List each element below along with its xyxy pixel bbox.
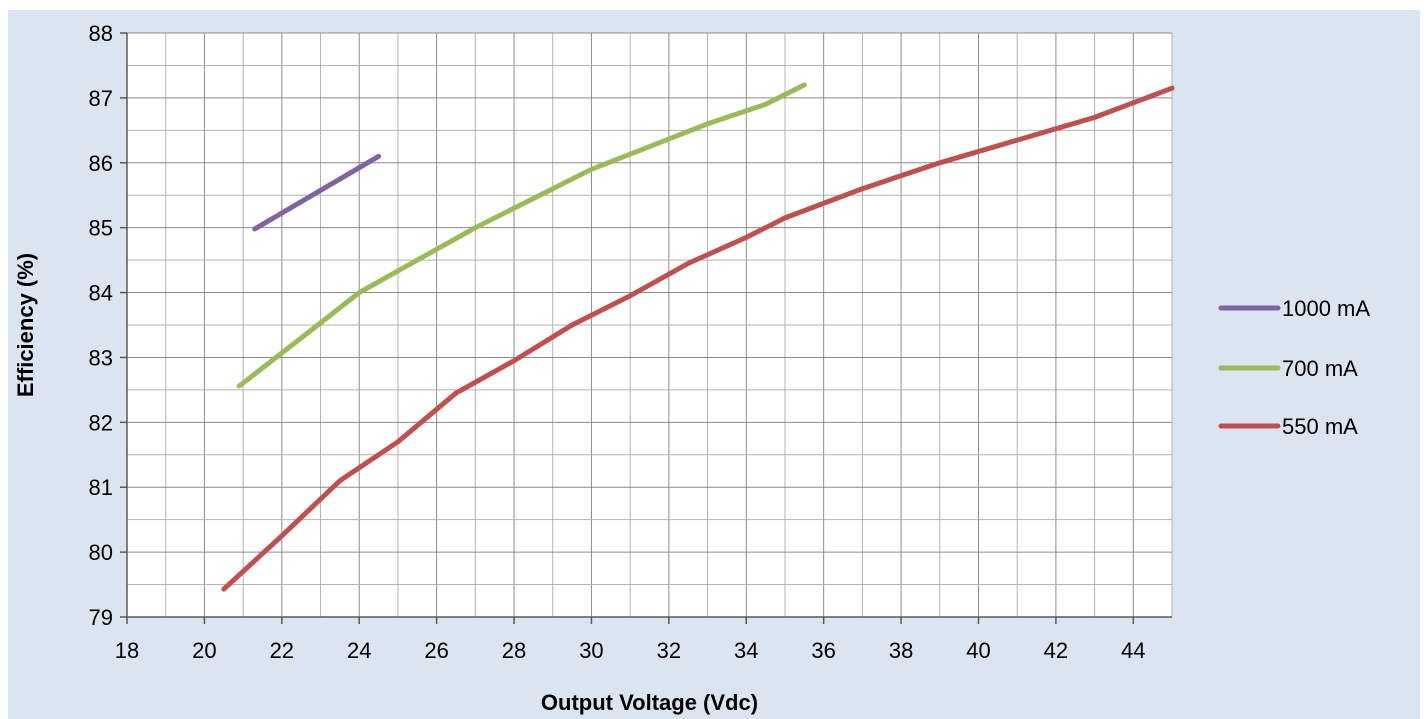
y-tick-label: 82 <box>89 410 113 435</box>
x-tick-label: 36 <box>811 638 835 663</box>
y-tick-label: 80 <box>89 540 113 565</box>
x-tick-label: 38 <box>889 638 913 663</box>
axes <box>120 32 1172 624</box>
x-tick-label: 30 <box>579 638 603 663</box>
y-axis-title: Efficiency (%) <box>13 253 38 397</box>
x-tick-label: 44 <box>1121 638 1145 663</box>
x-tick-label: 32 <box>657 638 681 663</box>
y-tick-label: 87 <box>89 86 113 111</box>
y-tick-label: 83 <box>89 345 113 370</box>
y-tick-label: 81 <box>89 475 113 500</box>
y-tick-label: 84 <box>89 281 113 306</box>
series-lines <box>221 82 1175 592</box>
legend-label: 700 mA <box>1282 356 1358 381</box>
legend-label: 550 mA <box>1282 414 1358 439</box>
grid <box>126 32 1173 618</box>
x-tick-label: 40 <box>966 638 990 663</box>
legend-label: 1000 mA <box>1282 296 1370 321</box>
x-tick-labels: 18 20 22 24 26 28 30 32 34 36 38 40 42 44 <box>115 638 1146 663</box>
legend: 1000 mA 700 mA 550 mA <box>1218 296 1370 439</box>
y-tick-label: 79 <box>89 605 113 630</box>
x-tick-label: 20 <box>192 638 216 663</box>
x-tick-label: 22 <box>270 638 294 663</box>
y-tick-label: 86 <box>89 151 113 176</box>
x-tick-label: 26 <box>424 638 448 663</box>
y-tick-labels: 79 80 81 82 83 84 85 86 87 88 <box>89 21 113 630</box>
y-tick-label: 88 <box>89 21 113 46</box>
series-line-700-ma <box>236 82 807 389</box>
x-tick-label: 42 <box>1044 638 1068 663</box>
x-tick-label: 18 <box>115 638 139 663</box>
x-tick-label: 28 <box>502 638 526 663</box>
x-axis-title: Output Voltage (Vdc) <box>541 690 758 715</box>
y-tick-label: 85 <box>89 216 113 241</box>
series-line-1000-ma <box>252 153 382 232</box>
x-tick-label: 24 <box>347 638 371 663</box>
series-line-550-ma <box>221 85 1175 592</box>
x-tick-label: 34 <box>734 638 758 663</box>
